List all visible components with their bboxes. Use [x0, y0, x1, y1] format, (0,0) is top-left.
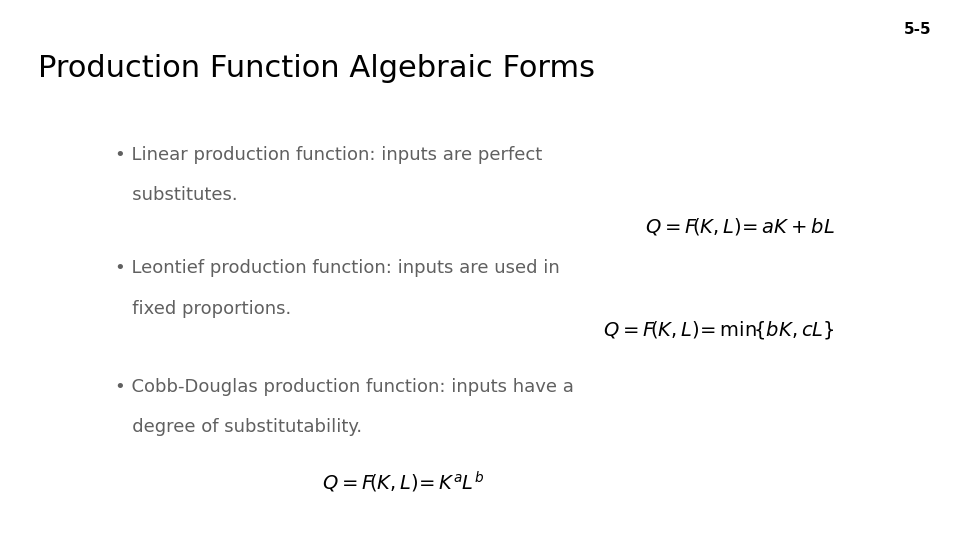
Text: fixed proportions.: fixed proportions. [115, 300, 292, 318]
Text: $Q = F\!\left(K,L\right)\!=aK+bL$: $Q = F\!\left(K,L\right)\!=aK+bL$ [645, 216, 835, 237]
Text: 5-5: 5-5 [903, 22, 931, 37]
Text: degree of substitutability.: degree of substitutability. [115, 418, 362, 436]
Text: • Linear production function: inputs are perfect: • Linear production function: inputs are… [115, 146, 542, 164]
Text: • Cobb-Douglas production function: inputs have a: • Cobb-Douglas production function: inpu… [115, 378, 574, 396]
Text: • Leontief production function: inputs are used in: • Leontief production function: inputs a… [115, 259, 560, 277]
Text: substitutes.: substitutes. [115, 186, 238, 204]
Text: Production Function Algebraic Forms: Production Function Algebraic Forms [38, 54, 595, 83]
Text: $Q = F\!\left(K,L\right)\!=\min\!\left\{bK,cL\right\}$: $Q = F\!\left(K,L\right)\!=\min\!\left\{… [604, 319, 835, 341]
Text: $Q = F\!\left(K,L\right)\!=K^a L^b$: $Q = F\!\left(K,L\right)\!=K^a L^b$ [323, 470, 484, 495]
